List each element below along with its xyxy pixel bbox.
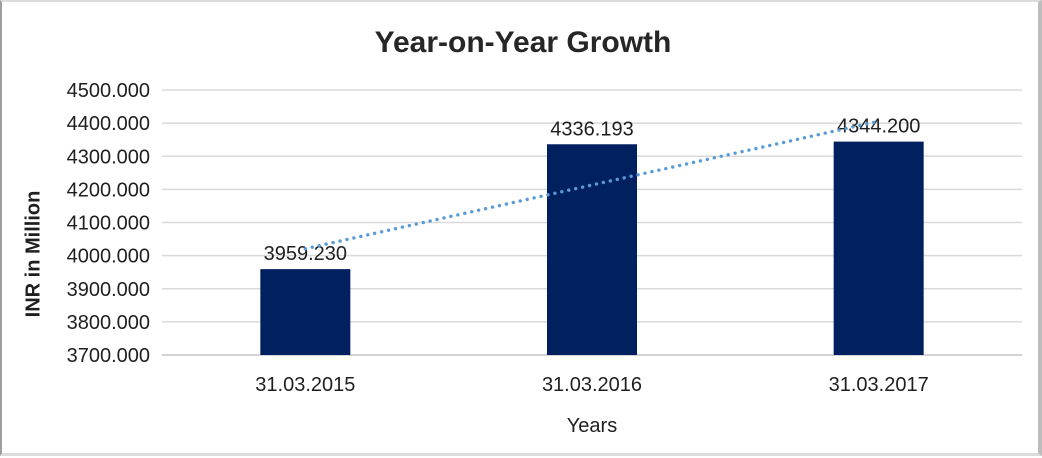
y-tick-label: 4300.000 xyxy=(67,146,150,168)
x-axis-title: Years xyxy=(566,415,618,437)
y-tick-label: 4100.000 xyxy=(67,213,150,235)
y-tick-label: 3700.000 xyxy=(67,345,150,367)
bar xyxy=(260,269,351,355)
x-tick-label: 31.03.2016 xyxy=(542,374,642,396)
y-tick-label: 4000.000 xyxy=(67,246,150,268)
bar-value-label: 3959.230 xyxy=(264,243,347,265)
bar-value-label: 4336.193 xyxy=(550,118,633,140)
bar xyxy=(833,141,924,355)
trendline xyxy=(303,119,881,251)
x-tick-label: 31.03.2015 xyxy=(255,374,355,396)
bar-value-label: 4344.200 xyxy=(837,116,920,138)
y-tick-label: 3800.000 xyxy=(67,312,150,334)
x-tick-label: 31.03.2017 xyxy=(829,374,929,396)
y-tick-label: 4400.000 xyxy=(67,113,150,135)
y-tick-label: 4500.000 xyxy=(67,80,150,102)
y-tick-label: 3900.000 xyxy=(67,279,150,301)
y-tick-label: 4200.000 xyxy=(67,179,150,201)
chart-title: Year-on-Year Growth xyxy=(374,26,672,59)
bar xyxy=(547,144,637,355)
